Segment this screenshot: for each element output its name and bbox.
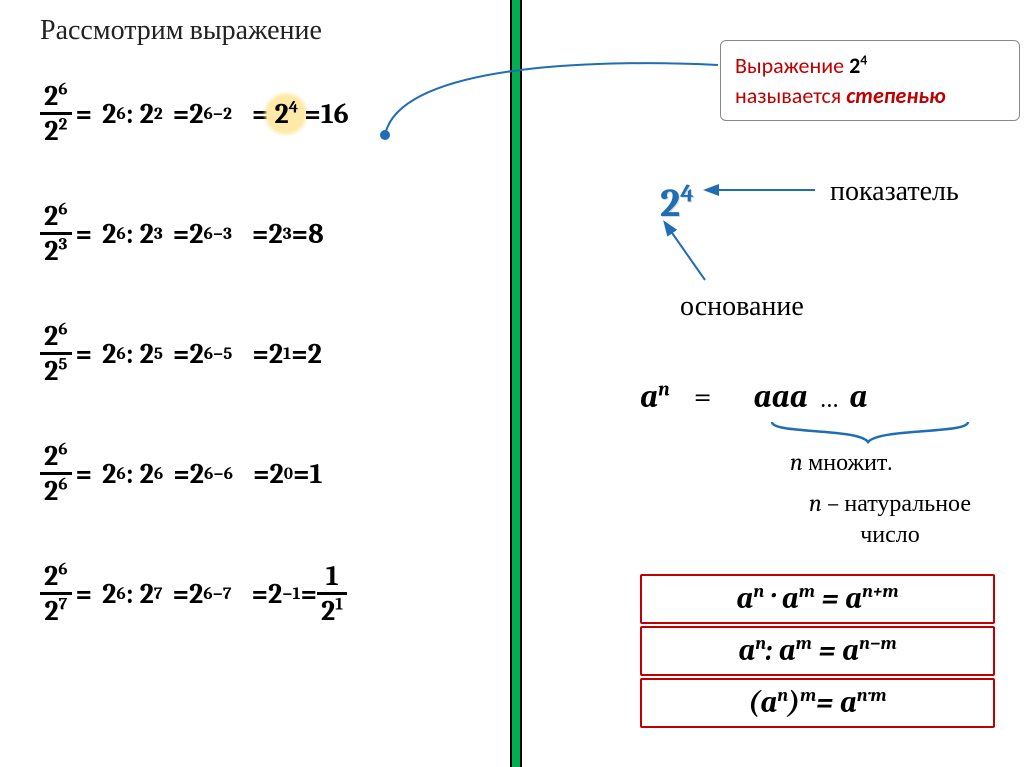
exponent-label: показатель — [830, 175, 959, 208]
base-label: основание — [680, 290, 804, 323]
power-callout-box: Выражение 24 называется степенью — [720, 40, 1020, 121]
callout-connector — [380, 40, 720, 150]
equation-row: 2625 = 26: 25 = 26−5 = 21= 2 — [40, 320, 322, 387]
callout-suffix2: степенью — [846, 82, 945, 109]
equation-row: 2626 = 26: 26 = 26−6 = 20= 1 — [40, 440, 322, 507]
page-title: Рассмотрим выражение — [40, 14, 322, 47]
vertical-divider — [510, 0, 522, 767]
equation-row: 2627 = 26: 27 = 26−7 = 2−1= 121 — [40, 560, 351, 627]
callout-prefix: Выражение — [735, 52, 849, 79]
equation-row: 2623 = 26: 23 = 26−3 = 23= 8 — [40, 200, 324, 267]
equation-row: 2622 = 26: 22 = 26−2 = 24= 16 — [40, 80, 349, 147]
power-definition: an = aaa … a — [640, 378, 867, 415]
under-brace-icon — [770, 420, 970, 448]
callout-suffix1: называется — [735, 82, 846, 109]
callout-power: 24 — [849, 52, 867, 79]
power-rules: an · am = an+m an: am = an−m (an)m= an·m — [640, 574, 995, 730]
big-power-display: 24 — [660, 180, 694, 226]
n-natural-note: n – натуральное число — [760, 488, 1020, 550]
rule-box: (an)m= an·m — [640, 678, 995, 728]
rule-box: an: am = an−m — [640, 626, 995, 676]
n-multipliers-label: n множит. — [790, 448, 892, 477]
rule-box: an · am = an+m — [640, 574, 995, 624]
